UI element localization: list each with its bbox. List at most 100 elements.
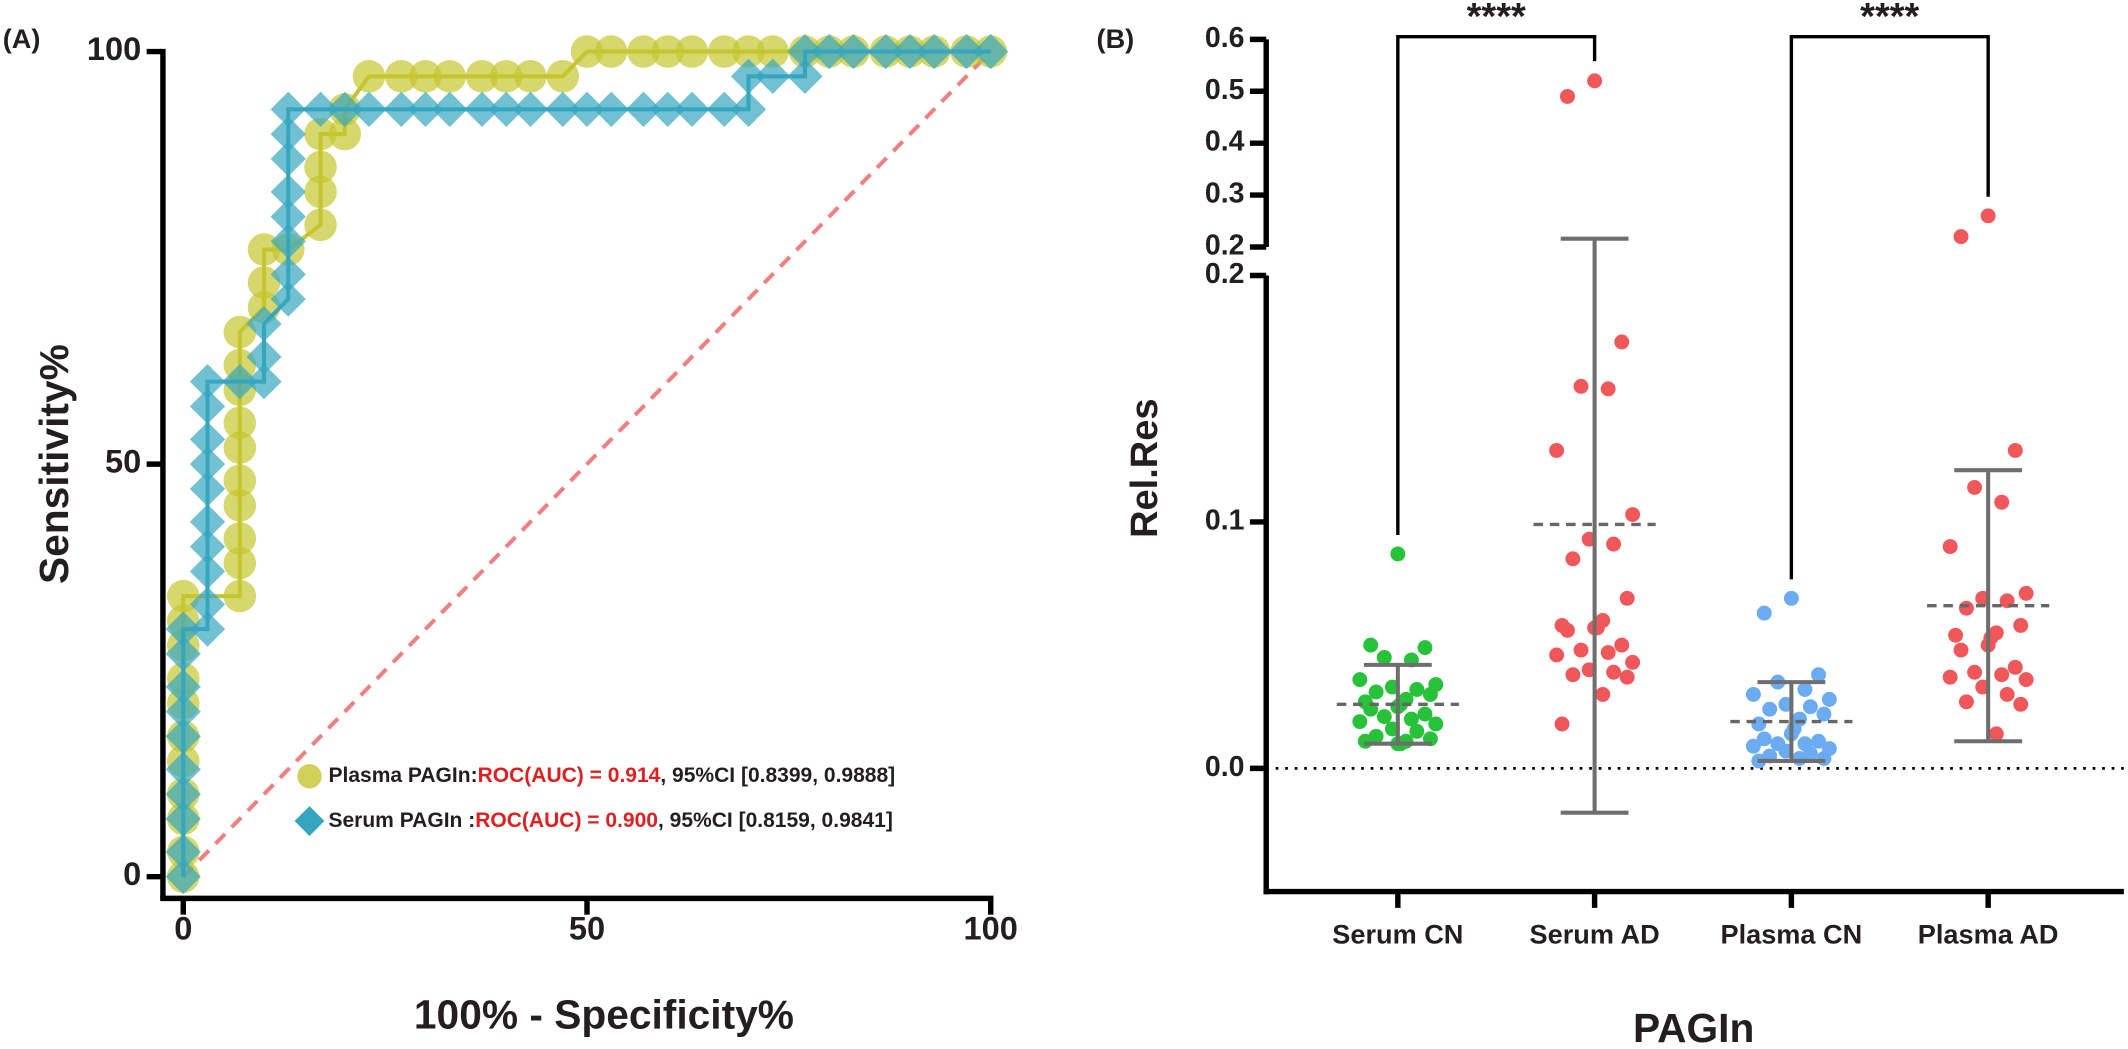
legend-ci: , 95%CI [0.8399, 0.9888] xyxy=(660,764,895,787)
point xyxy=(1352,672,1368,688)
point xyxy=(165,834,201,870)
point xyxy=(270,198,306,235)
point xyxy=(1600,381,1616,397)
legend-entry: Plasma PAGIn:ROC(AUC) = 0.914, 95%CI [0.… xyxy=(328,764,895,787)
significance-label: **** xyxy=(1467,0,1526,38)
point xyxy=(732,35,765,68)
legend-auc: ROC(AUC) = 0.900 xyxy=(475,809,658,832)
point xyxy=(223,406,257,440)
point xyxy=(302,91,339,127)
point xyxy=(189,471,226,507)
point xyxy=(489,60,523,93)
point xyxy=(1811,733,1826,749)
point xyxy=(246,363,282,400)
point xyxy=(2007,442,2023,458)
point xyxy=(270,141,306,177)
point xyxy=(1549,442,1565,458)
point xyxy=(189,363,226,400)
point xyxy=(189,528,226,565)
point xyxy=(304,117,337,151)
legend-name: Serum PAGIn : xyxy=(328,809,475,832)
point xyxy=(546,60,580,93)
point xyxy=(1352,714,1368,730)
point xyxy=(246,306,282,342)
point xyxy=(1376,709,1392,725)
point xyxy=(1565,551,1581,567)
point xyxy=(223,579,257,613)
y-tick-label: 0.2 xyxy=(1205,258,1245,290)
point xyxy=(1565,667,1581,683)
point xyxy=(1958,600,1974,616)
point xyxy=(1560,88,1575,104)
point xyxy=(223,546,257,580)
point xyxy=(707,35,741,68)
point xyxy=(304,150,337,184)
y-tick-label: 0.4 xyxy=(1205,126,1245,158)
point xyxy=(1606,664,1622,680)
x-tick-label: 100 xyxy=(964,911,1018,947)
point xyxy=(1614,637,1630,653)
y-tick-label: 0.2 xyxy=(1205,230,1245,262)
legend-marker xyxy=(294,806,325,836)
point xyxy=(270,281,306,317)
x-tick-label: Serum CN xyxy=(1332,919,1463,950)
point xyxy=(706,91,742,127)
point xyxy=(1821,691,1837,707)
point xyxy=(1417,640,1433,656)
point xyxy=(1953,229,1969,245)
point xyxy=(1363,637,1379,653)
legend-name: Plasma PAGIn: xyxy=(328,764,477,787)
point xyxy=(730,91,767,127)
point xyxy=(835,33,872,70)
y-tick-label: 50 xyxy=(105,444,141,480)
y-tick-label: 0.1 xyxy=(1205,504,1245,536)
reference-line xyxy=(181,50,993,879)
x-tick-label: Plasma CN xyxy=(1721,919,1863,950)
point xyxy=(222,363,258,400)
x-axis-title: 100% - Specificity% xyxy=(414,992,794,1038)
y-tick-label: 0.3 xyxy=(1205,178,1245,210)
point xyxy=(165,718,201,755)
point xyxy=(270,223,306,259)
y-tick-label: 0.6 xyxy=(1205,22,1245,54)
point xyxy=(223,522,257,555)
point xyxy=(1994,667,2010,683)
significance-bracket xyxy=(1396,34,1597,535)
point xyxy=(433,60,467,93)
point xyxy=(465,60,499,93)
point xyxy=(1625,654,1641,670)
point xyxy=(165,669,201,705)
point xyxy=(1762,701,1778,717)
point xyxy=(756,35,789,68)
x-tick-label: Plasma AD xyxy=(1918,919,2059,950)
point xyxy=(407,91,444,127)
point xyxy=(1756,731,1772,747)
y-tick-label: 0.5 xyxy=(1205,74,1245,106)
point xyxy=(787,33,823,70)
point xyxy=(868,33,904,70)
point xyxy=(545,91,581,127)
point xyxy=(1942,539,1958,555)
point xyxy=(1745,738,1761,754)
point xyxy=(1948,627,1964,643)
point xyxy=(351,91,387,127)
point xyxy=(1745,686,1761,702)
point xyxy=(304,175,337,209)
legend-auc: ROC(AUC) = 0.914 xyxy=(478,764,661,787)
point xyxy=(189,504,226,540)
point xyxy=(755,58,791,94)
point xyxy=(1994,494,2010,510)
point xyxy=(165,801,201,837)
point xyxy=(223,431,257,464)
point xyxy=(1751,716,1767,732)
x-axis-title: PAGIn xyxy=(1633,1005,1754,1049)
y-axis-title: Rel.Res xyxy=(1124,399,1166,538)
point xyxy=(2007,659,2023,675)
point xyxy=(787,58,823,94)
point xyxy=(625,91,662,127)
x-tick-label: 50 xyxy=(569,911,605,947)
point xyxy=(1797,682,1813,697)
point xyxy=(1595,686,1611,702)
point xyxy=(189,388,226,424)
point xyxy=(270,256,306,292)
